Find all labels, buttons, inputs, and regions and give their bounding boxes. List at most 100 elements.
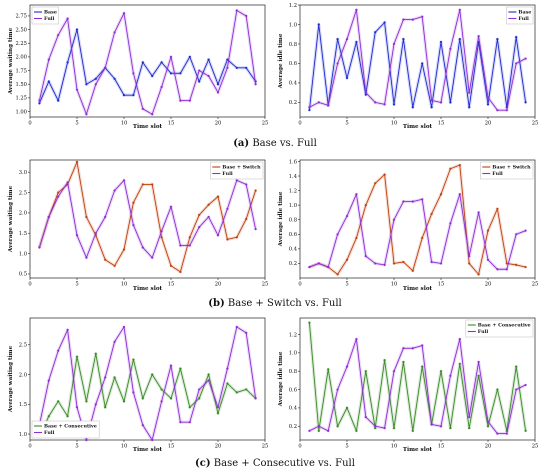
data-point — [132, 224, 135, 227]
data-point — [169, 264, 173, 267]
data-point — [374, 262, 377, 265]
y-tick-label: 1.50 — [15, 82, 27, 88]
chart-4: 0 5 10 15 20 25 0.2 0.4 0.6 0.8 1.0 1.2 1.4 1.6 Time s… — [278, 159, 538, 292]
data-point — [57, 99, 60, 102]
x-tick-label: 10 — [121, 121, 128, 127]
series-line — [308, 22, 527, 111]
data-point — [198, 397, 201, 400]
data-point — [160, 61, 163, 64]
y-tick-label: 1.5 — [19, 402, 27, 408]
data-point — [374, 426, 377, 430]
data-point — [47, 58, 50, 61]
legend-label: Base + Consecutive — [478, 323, 531, 329]
data-point — [66, 328, 69, 332]
y-tick-label: 2.5 — [19, 190, 27, 196]
legend-label: Base + Consecutive — [44, 424, 97, 430]
data-point — [449, 374, 452, 377]
data-point — [524, 383, 527, 387]
data-point — [402, 18, 405, 21]
data-point — [486, 420, 490, 423]
x-tick-label: 5 — [75, 444, 78, 450]
y-tick-label: 1.0 — [289, 22, 297, 28]
x-axis-title: Time slot — [133, 286, 163, 292]
data-point — [392, 262, 396, 265]
data-point — [402, 360, 405, 364]
data-point — [151, 438, 154, 442]
legend-label: Full — [222, 171, 233, 177]
data-point — [327, 265, 330, 269]
plot-frame — [29, 317, 266, 441]
data-point — [254, 397, 257, 400]
data-point — [458, 8, 461, 11]
data-point — [47, 379, 50, 382]
data-point — [439, 425, 443, 428]
x-tick-label: 10 — [121, 444, 128, 450]
data-point — [188, 99, 191, 102]
data-point — [66, 415, 69, 418]
y-axis-title: Average idle time — [278, 191, 284, 247]
data-point — [94, 232, 97, 235]
data-point — [85, 438, 88, 442]
y-tick-label: 0.4 — [289, 247, 298, 253]
x-tick-label: 0 — [298, 121, 301, 127]
x-axis-title: Time slot — [403, 286, 433, 292]
data-point — [402, 347, 405, 350]
data-point — [169, 205, 173, 208]
data-point — [245, 14, 248, 18]
data-point — [421, 344, 424, 347]
data-point — [364, 204, 367, 207]
y-axis-title: Average waiting time — [8, 345, 14, 413]
data-point — [216, 406, 220, 409]
y-tick-label: 1.0 — [19, 251, 27, 257]
data-point — [113, 31, 116, 34]
data-point — [411, 429, 414, 432]
data-point — [94, 77, 97, 80]
legend-box — [31, 6, 59, 25]
data-point — [216, 91, 220, 94]
data-point — [75, 88, 79, 91]
data-point — [486, 96, 490, 99]
data-point — [216, 83, 220, 86]
data-point — [336, 233, 339, 236]
y-tick-label: 1.2 — [289, 3, 297, 9]
data-point — [505, 432, 508, 435]
data-point — [169, 364, 173, 367]
data-point — [449, 426, 452, 430]
x-tick-label: 20 — [215, 444, 222, 450]
y-axis-title: Average waiting time — [8, 27, 14, 95]
data-point — [524, 265, 527, 269]
data-point — [524, 229, 527, 232]
data-point — [188, 421, 191, 424]
data-point — [515, 388, 518, 391]
x-tick-label: 5 — [75, 121, 78, 127]
data-point — [364, 370, 367, 373]
y-tick-label: 0.8 — [289, 218, 297, 224]
x-tick-label: 15 — [438, 444, 445, 450]
data-point — [160, 388, 163, 391]
x-tick-label: 15 — [438, 121, 445, 127]
data-point — [374, 425, 377, 428]
data-point — [468, 91, 471, 94]
legend-label: Base + Switch — [222, 165, 261, 171]
data-point — [104, 258, 107, 261]
data-point — [245, 331, 248, 334]
data-point — [430, 423, 433, 426]
x-tick-label: 5 — [345, 121, 348, 127]
data-point — [355, 8, 358, 11]
legend-box — [210, 161, 264, 180]
y-tick-label: 0.2 — [289, 100, 297, 106]
x-tick-label: 20 — [485, 282, 492, 288]
data-point — [226, 367, 229, 370]
x-tick-label: 0 — [28, 121, 31, 127]
data-point — [160, 236, 163, 239]
data-point — [524, 101, 527, 104]
data-point — [327, 104, 330, 107]
data-point — [85, 83, 88, 86]
data-point — [374, 31, 377, 34]
data-point — [364, 93, 367, 96]
data-point — [439, 262, 443, 265]
